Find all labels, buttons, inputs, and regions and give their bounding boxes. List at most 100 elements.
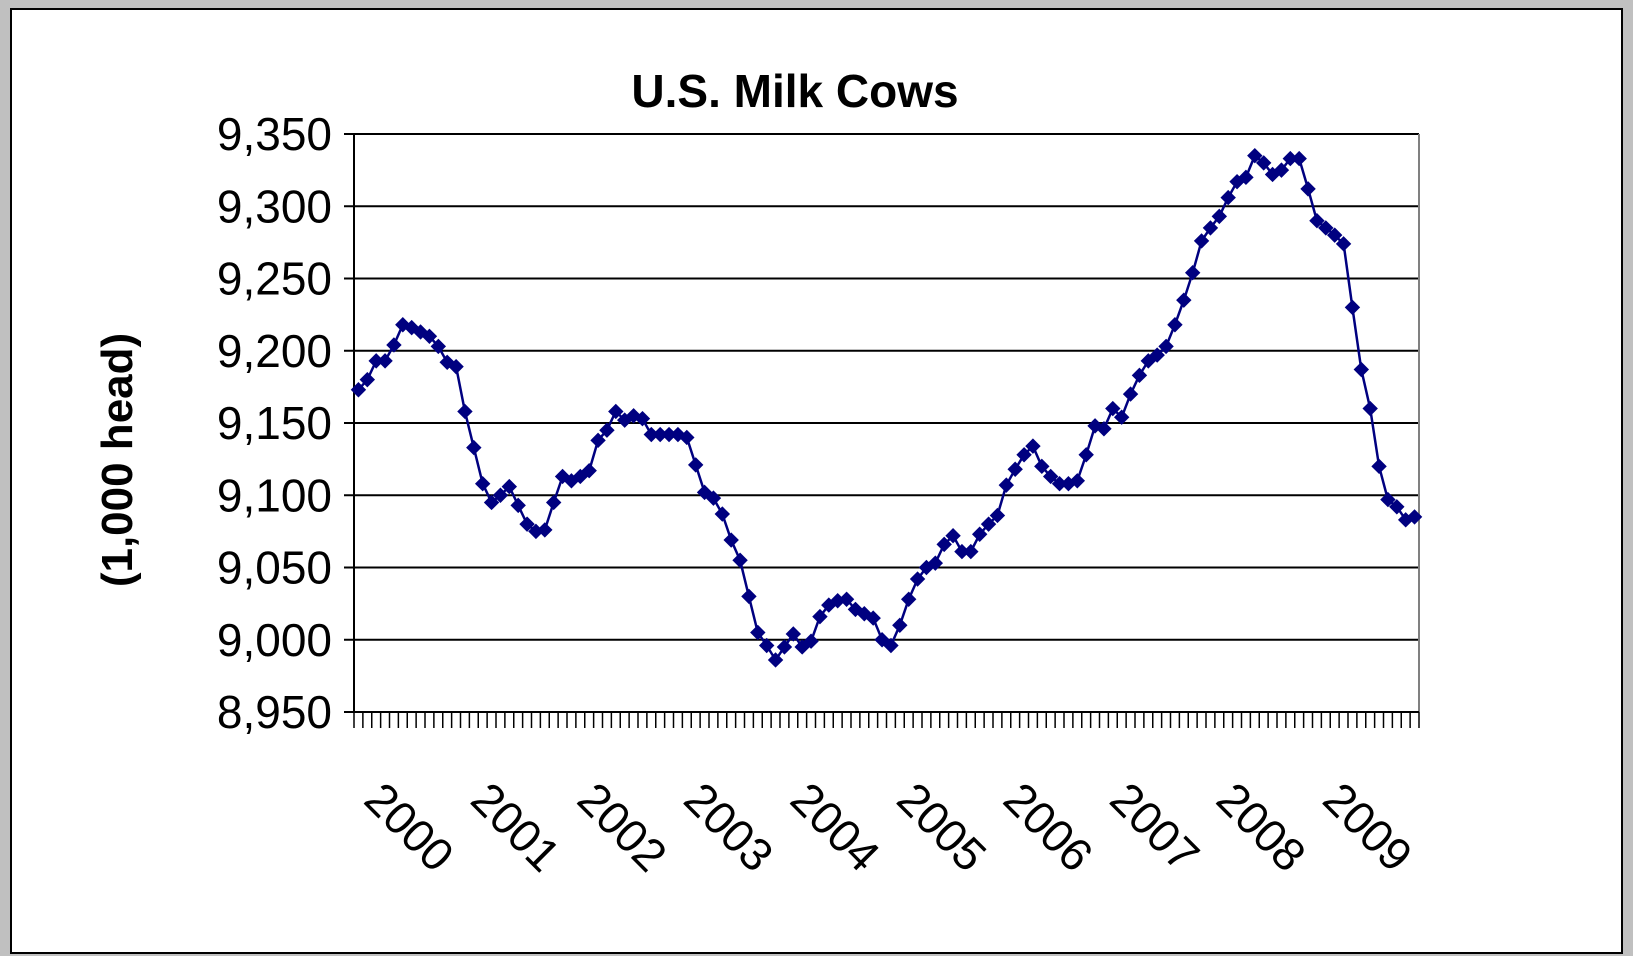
data-point [838, 591, 855, 607]
data-point [1176, 292, 1192, 308]
data-point [1122, 386, 1139, 402]
data-point [359, 371, 376, 388]
data-point [723, 532, 739, 548]
y-tick-label: 9,000 [217, 614, 332, 666]
data-point [350, 382, 367, 398]
y-tick-label: 9,050 [217, 542, 332, 594]
data-point [1406, 509, 1423, 525]
data-point [963, 543, 979, 560]
data-point [492, 487, 509, 503]
data-point [537, 522, 553, 538]
data-point [590, 432, 606, 449]
data-point [599, 422, 615, 438]
data-point [1096, 421, 1112, 437]
y-tick-label: 9,350 [217, 108, 332, 160]
chart-title: U.S. Milk Cows [631, 65, 958, 117]
data-point [1016, 447, 1032, 463]
x-tick-label: 2001 [461, 772, 570, 881]
data-point [474, 475, 491, 492]
data-point [1291, 150, 1307, 167]
data-point [448, 358, 464, 375]
data-point [1034, 458, 1050, 475]
data-point [1389, 499, 1405, 515]
data-point [1371, 458, 1387, 475]
data-point [803, 633, 819, 649]
x-tick-label: 2004 [781, 772, 890, 881]
data-point [1105, 400, 1121, 417]
data-point [785, 626, 802, 642]
data-point [732, 552, 748, 568]
data-point [430, 338, 447, 355]
data-point [483, 494, 500, 511]
data-point [581, 462, 597, 479]
data-point [767, 652, 784, 668]
data-point [750, 624, 766, 641]
data-point [1255, 155, 1272, 171]
data-point [1131, 367, 1148, 384]
data-point [457, 403, 473, 420]
data-point [989, 507, 1006, 524]
data-point [1167, 317, 1183, 333]
x-tick-label: 2007 [1100, 772, 1209, 881]
data-point [501, 478, 518, 495]
data-point [1318, 220, 1334, 236]
chart-frame: U.S. Milk Cows (1,000 head) 8,950 9,000 9,… [10, 8, 1623, 954]
data-point [927, 555, 944, 571]
data-point [909, 571, 926, 587]
line-chart: U.S. Milk Cows (1,000 head) 8,950 9,000 9,… [93, 65, 1423, 881]
data-point [936, 536, 952, 553]
y-tick-label: 9,250 [217, 253, 332, 305]
x-tick-label: 2002 [568, 772, 677, 881]
data-point [1202, 220, 1219, 236]
data-point [1042, 468, 1059, 485]
data-point [892, 617, 908, 634]
data-point [1069, 473, 1086, 489]
data-point [510, 497, 526, 514]
data-point [1193, 233, 1210, 249]
data-point [971, 526, 988, 542]
data-point [1238, 169, 1254, 186]
x-tick-label: 2009 [1313, 772, 1422, 881]
data-point [519, 516, 535, 532]
data-point [1184, 265, 1201, 281]
data-point [714, 506, 731, 522]
y-tick-label: 9,100 [217, 469, 332, 521]
data-point [741, 588, 757, 605]
data-point [1247, 147, 1263, 164]
x-tick-label: 2006 [994, 772, 1103, 881]
data-point [980, 516, 997, 532]
y-tick-label: 8,950 [217, 686, 332, 738]
data-point [1300, 181, 1316, 197]
data-point [1211, 208, 1228, 225]
data-point [900, 591, 917, 607]
x-tick-label: 2000 [355, 772, 464, 881]
data-point [679, 429, 695, 446]
y-tick-label: 9,200 [217, 325, 332, 377]
data-point [1220, 189, 1236, 206]
y-axis-label: (1,000 head) [93, 333, 142, 587]
data-point [687, 457, 704, 473]
data-point [705, 490, 722, 506]
data-point [1326, 227, 1343, 243]
x-tick-label: 2005 [887, 772, 996, 881]
data-point [998, 477, 1015, 493]
data-point [1353, 361, 1370, 378]
data-point [1335, 236, 1352, 252]
data-point [758, 637, 775, 654]
data-point [386, 337, 402, 353]
data-point [545, 494, 562, 511]
data-point [1025, 438, 1041, 454]
data-point [883, 637, 899, 654]
plot-area: 8,950 9,000 9,050 9,100 9,150 9,200 9,250 9,300… [217, 108, 1423, 881]
data-point [1113, 409, 1130, 425]
data-point [1273, 162, 1290, 178]
data-point [1344, 299, 1361, 316]
data-point [608, 403, 624, 420]
data-point [421, 328, 438, 345]
data-point [776, 639, 793, 655]
data-point [1380, 491, 1396, 508]
data-point [634, 410, 651, 427]
x-tick-label: 2003 [674, 772, 783, 881]
data-point [466, 439, 482, 456]
data-point [945, 528, 961, 544]
